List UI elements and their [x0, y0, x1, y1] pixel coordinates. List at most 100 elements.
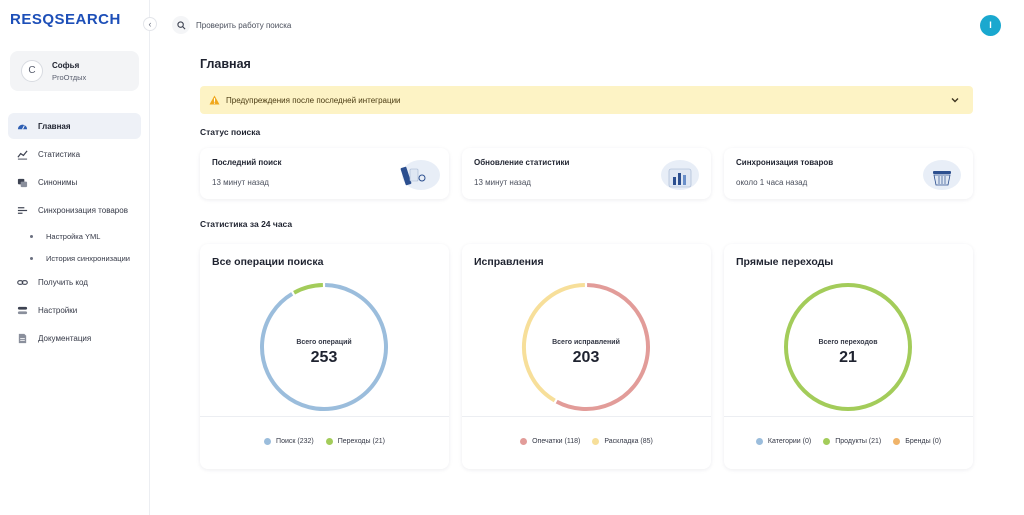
donut-slice-опечатки[interactable]: [555, 283, 650, 411]
profile-org: ProОтдых: [52, 73, 87, 82]
sidebar-item-label: Настройки: [38, 305, 78, 315]
sidebar: RESQSEARCH ‹ С Софья ProОтдых Главная Ст…: [0, 0, 157, 515]
donut-slice-раскладка[interactable]: [522, 283, 585, 403]
donut-center-label: Всего переходов: [818, 339, 878, 346]
link-icon: [17, 279, 28, 285]
basket-illustration-icon: [923, 160, 961, 190]
sidebar-item-settings[interactable]: Настройки: [8, 297, 141, 323]
sidebar-nav: Главная Статистика Синонимы Синхронизаци…: [8, 113, 141, 353]
donut-slice-переходы[interactable]: [293, 283, 324, 295]
donut-slice-поиск[interactable]: [260, 283, 388, 411]
dashboard-icon: [17, 124, 28, 129]
legend-label: Продукты (21): [835, 438, 882, 445]
divider: [462, 416, 711, 417]
chart-title: Исправления: [474, 256, 544, 268]
divider: [724, 416, 973, 417]
sidebar-item-label: Синонимы: [38, 177, 78, 187]
profile-card[interactable]: С Софья ProОтдых: [10, 51, 139, 91]
chart-legend: Категории (0) Продукты (21) Бренды (0): [724, 438, 973, 445]
synonyms-icon: [17, 178, 28, 187]
bullet-icon: [30, 234, 33, 238]
donut-chart: Всего переходов 21: [784, 283, 912, 411]
logo[interactable]: RESQSEARCH: [10, 11, 121, 28]
warning-text: Предупреждения после последней интеграци…: [226, 95, 401, 105]
divider: [200, 416, 449, 417]
legend-swatch: [592, 438, 600, 445]
sync-icon: [17, 206, 28, 214]
status-card-last-search: Последний поиск 13 минут назад: [200, 148, 449, 199]
search-placeholder: Проверить работу поиска: [196, 20, 292, 30]
chart-legend: Опечатки (118) Раскладка (85): [462, 438, 711, 445]
sidebar-subitem-history[interactable]: История синхронизации: [8, 247, 141, 269]
sidebar-item-stats[interactable]: Статистика: [8, 141, 141, 167]
legend-label: Опечатки (118): [532, 438, 581, 445]
legend-label: Поиск (232): [276, 438, 314, 445]
avatar: С: [21, 60, 43, 82]
donut-center-label: Всего исправлений: [552, 338, 620, 346]
legend-label: Бренды (0): [905, 438, 942, 445]
legend-swatch: [325, 438, 333, 445]
sidebar-item-docs[interactable]: Документация: [8, 325, 141, 351]
legend-label: Переходы (21): [337, 438, 385, 445]
search-icon: [172, 16, 190, 34]
chart-title: Прямые переходы: [736, 256, 834, 268]
legend-label: Категории (0): [767, 438, 812, 445]
settings-icon: [17, 306, 28, 314]
warning-banner[interactable]: Предупреждения после последней интеграци…: [200, 86, 973, 114]
chart-card-direct-transitions: Прямые переходы Всего переходов 21 Катег…: [724, 244, 973, 469]
legend-swatch: [520, 438, 528, 445]
status-card-product-sync: Синхронизация товаров около 1 часа назад: [724, 148, 973, 199]
sidebar-item-sync[interactable]: Синхронизация товаров: [8, 197, 141, 223]
warning-icon: [209, 95, 220, 105]
donut-center-label: Всего операций: [296, 338, 351, 346]
sidebar-item-synonyms[interactable]: Синонимы: [8, 169, 141, 195]
legend-item[interactable]: Продукты (21): [823, 438, 881, 445]
legend-item[interactable]: Раскладка (85): [592, 438, 653, 445]
legend-label: Раскладка (85): [604, 438, 653, 445]
legend-item[interactable]: Бренды (0): [893, 438, 941, 445]
sidebar-item-label: Документация: [38, 333, 92, 343]
document-icon: [18, 333, 27, 343]
topbar: Проверить работу поиска I: [150, 0, 1024, 48]
statistics-illustration-icon: [661, 160, 699, 190]
search-input[interactable]: Проверить работу поиска: [172, 14, 372, 36]
donut-slice-продукты[interactable]: [784, 283, 912, 411]
legend-item[interactable]: Опечатки (118): [520, 438, 580, 445]
section-title-status: Статус поиска: [200, 127, 261, 137]
legend-swatch: [264, 438, 272, 445]
legend-item[interactable]: Переходы (21): [325, 438, 385, 445]
donut-center-value: 21: [839, 349, 857, 366]
status-card-stats-update: Обновление статистики 13 минут назад: [462, 148, 711, 199]
sidebar-item-label: Статистика: [38, 149, 81, 159]
bullet-icon: [30, 256, 33, 260]
sidebar-item-home[interactable]: Главная: [8, 113, 141, 139]
user-avatar-button[interactable]: I: [980, 15, 1001, 36]
sidebar-item-code[interactable]: Получить код: [8, 269, 141, 295]
sidebar-item-label: Настройка YML: [46, 231, 101, 241]
chart-legend: Поиск (232) Переходы (21): [200, 438, 449, 445]
section-title-stats: Статистика за 24 часа: [200, 219, 293, 229]
legend-swatch: [893, 438, 901, 445]
donut-chart: Всего исправлений 203: [522, 283, 650, 411]
collapse-sidebar-button[interactable]: ‹: [143, 17, 157, 31]
profile-name: Софья: [52, 61, 80, 70]
chart-icon: [17, 149, 28, 160]
chart-title: Все операции поиска: [212, 256, 324, 268]
donut-chart: Всего операций 253: [260, 283, 388, 411]
donut-center-value: 253: [311, 349, 338, 366]
sidebar-item-label: Синхронизация товаров: [38, 205, 128, 215]
legend-swatch: [755, 438, 763, 445]
legend-swatch: [823, 438, 831, 445]
status-card-time: 13 минут назад: [212, 178, 269, 187]
legend-item[interactable]: Поиск (232): [264, 438, 314, 445]
page-title: Главная: [200, 57, 251, 71]
status-card-time: около 1 часа назад: [736, 178, 808, 187]
status-card-title: Синхронизация товаров: [736, 158, 834, 167]
chevron-down-icon[interactable]: [949, 94, 961, 106]
search-illustration-icon: [400, 160, 440, 190]
sidebar-item-label: Главная: [38, 121, 71, 131]
status-card-time: 13 минут назад: [474, 178, 531, 187]
legend-item[interactable]: Категории (0): [755, 438, 812, 445]
sidebar-subitem-yml[interactable]: Настройка YML: [8, 225, 141, 247]
donut-center-value: 203: [573, 349, 600, 366]
